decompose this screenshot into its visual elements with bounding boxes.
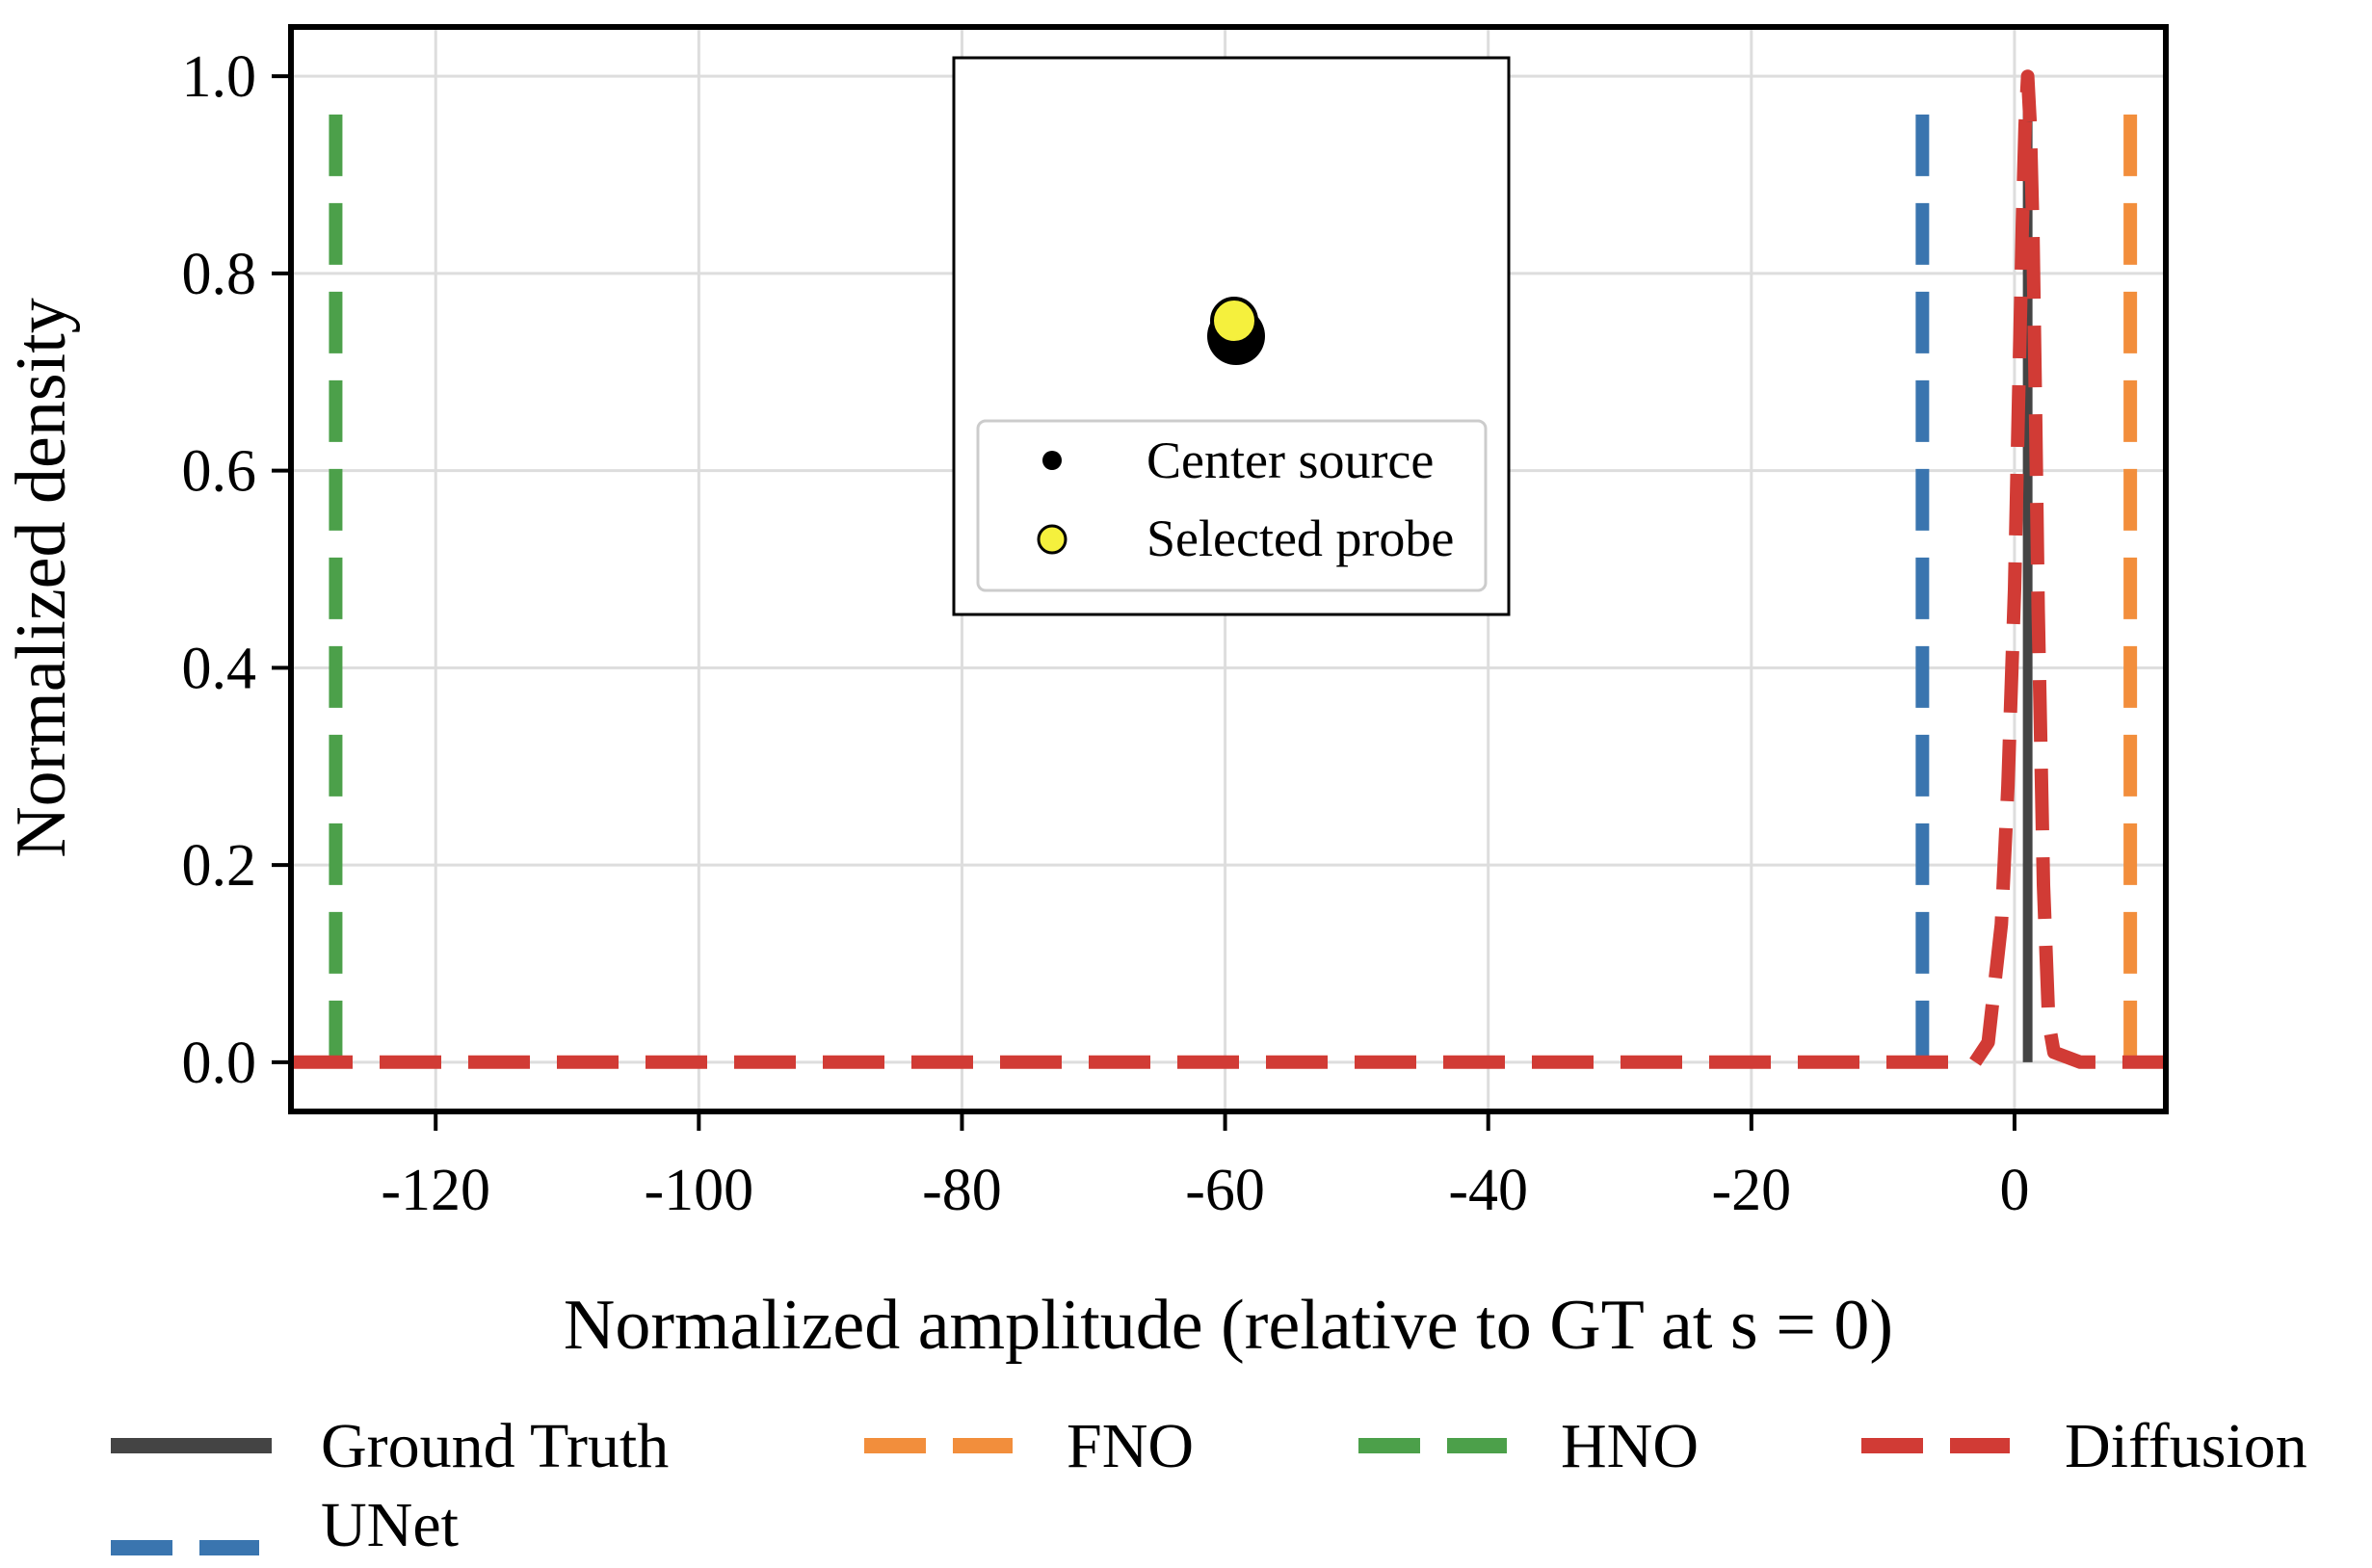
- legend: Ground Truth FNO HNO Diffusion UNet: [111, 1411, 2307, 1560]
- series-layer: [291, 69, 2166, 1069]
- x-tick-label: 0: [1999, 1158, 2029, 1223]
- y-ticks: 0.0 0.2 0.4 0.6 0.8 1.0: [182, 44, 291, 1096]
- y-tick-label: 0.2: [182, 833, 257, 899]
- y-tick-label: 0.4: [182, 636, 257, 701]
- y-tick-label: 1.0: [182, 44, 257, 110]
- legend-ground-truth-label: Ground Truth: [321, 1411, 669, 1481]
- y-tick-label: 0.0: [182, 1031, 257, 1096]
- inset-legend-center-source-label: Center source: [1146, 431, 1434, 489]
- x-tick-label: -80: [922, 1158, 1002, 1223]
- x-axis-label: Normalized amplitude (relative to GT at …: [564, 1286, 1893, 1365]
- x-tick-label: -20: [1712, 1158, 1792, 1223]
- y-tick-label: 0.8: [182, 242, 257, 307]
- x-tick-label: -120: [381, 1158, 490, 1223]
- x-tick-label: -60: [1185, 1158, 1265, 1223]
- legend-diffusion-label: Diffusion: [2065, 1411, 2307, 1481]
- legend-fno-label: FNO: [1067, 1411, 1194, 1481]
- inset-legend-selected-probe-label: Selected probe: [1146, 510, 1454, 567]
- x-tick-label: -40: [1448, 1158, 1528, 1223]
- inset-legend-selected-probe-marker: [1037, 524, 1067, 555]
- inset-selected-probe-point: [1210, 297, 1258, 345]
- x-tick-label: -100: [645, 1158, 754, 1223]
- inset-legend-center-source-marker: [1042, 451, 1062, 470]
- y-tick-label: 0.6: [182, 439, 257, 505]
- inset-legend-frame: [976, 419, 1488, 592]
- x-ticks: -120 -100 -80 -60 -40 -20 0: [381, 1111, 2029, 1223]
- inset: Center source Selected probe: [952, 56, 1511, 616]
- legend-unet-label: UNet: [321, 1490, 459, 1560]
- y-axis-label: Normalized density: [2, 298, 81, 858]
- plot-frame: [288, 24, 2169, 1114]
- series-diffusion: [291, 69, 2166, 1069]
- legend-hno-label: HNO: [1561, 1411, 1699, 1481]
